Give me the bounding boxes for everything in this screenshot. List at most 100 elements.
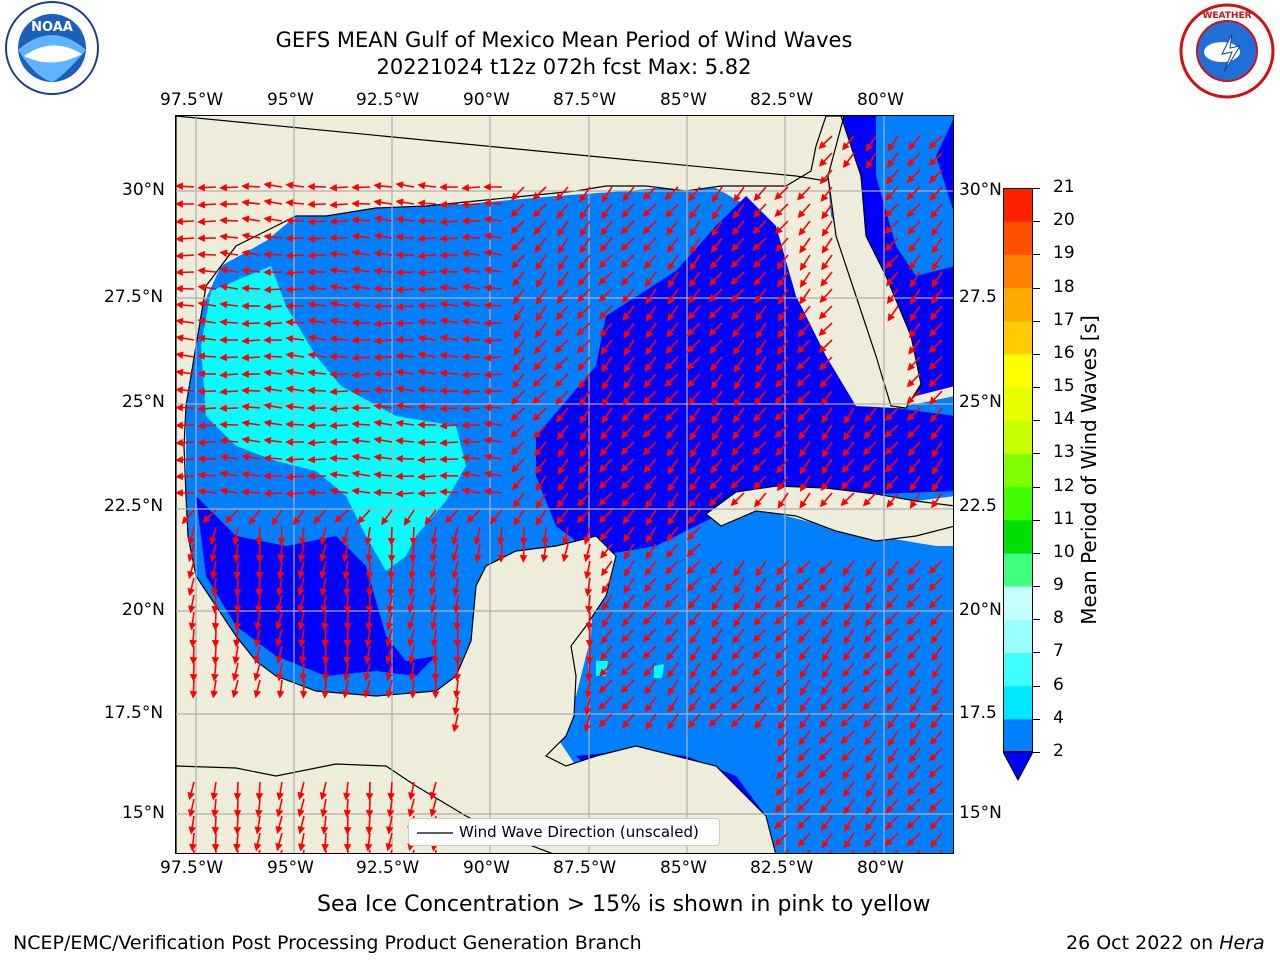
wind-arrow-head (439, 369, 448, 378)
wind-arrow-head (644, 363, 653, 372)
wind-arrow-head (329, 317, 338, 326)
wind-arrow-head (598, 311, 607, 320)
wind-arrow-head (276, 673, 284, 682)
wind-arrow-head (840, 498, 849, 507)
wind-arrow (783, 849, 789, 853)
wind-arrow-head (343, 588, 351, 597)
wind-arrow-head (733, 618, 741, 628)
wind-arrow-head (600, 431, 609, 440)
wind-arrow-head (842, 788, 851, 798)
wind-arrow-head (732, 210, 741, 220)
wind-arrow-head (711, 602, 719, 611)
wind-arrow-head (343, 844, 352, 852)
wind-arrow-head (556, 295, 565, 304)
wind-arrow-head (202, 515, 211, 524)
wind-arrow-head (439, 455, 447, 464)
wind-arrow-head (599, 532, 608, 541)
wind-arrow-head (534, 465, 543, 475)
wind-arrow-head (732, 346, 741, 356)
wind-arrow-head (197, 438, 205, 447)
wind-arrow-head (928, 158, 937, 166)
wind-arrow-head (796, 770, 805, 779)
colorbar-tick-mark (1033, 486, 1040, 488)
wind-arrow-head (557, 227, 565, 237)
wind-arrow-head (667, 500, 676, 509)
wind-arrow-head (511, 260, 520, 269)
wind-arrow-head (329, 487, 338, 495)
wind-arrow-head (241, 403, 250, 411)
wind-arrow-head (752, 464, 761, 473)
colorbar-tick-label: 15 (1053, 376, 1075, 397)
wind-arrow-head (906, 838, 915, 847)
map-panel (175, 115, 954, 854)
wind-arrow-head (885, 600, 894, 610)
wind-arrow-head (439, 183, 447, 191)
wind-arrow-head (885, 685, 894, 694)
wind-arrow-head (620, 668, 629, 676)
wind-arrow-head (554, 328, 563, 337)
wind-arrow-head (439, 404, 447, 413)
wind-arrow-head (775, 379, 783, 388)
wind-arrow-head (931, 499, 939, 509)
wind-arrow-head (620, 430, 629, 439)
wind-arrow-head (263, 369, 272, 377)
wind-arrow-head (276, 571, 285, 580)
wind-arrow-head (711, 432, 720, 441)
wind-arrow-head (275, 656, 284, 665)
wind-arrow-head (884, 447, 893, 456)
wind-arrow-head (645, 499, 653, 509)
wind-arrow-head (439, 217, 448, 226)
wind-arrow-head (385, 638, 393, 648)
wind-arrow-head (519, 538, 528, 546)
wind-arrow-head (644, 567, 653, 576)
wind-arrow-head (329, 335, 338, 343)
wind-arrow-head (417, 234, 425, 243)
wind-arrow-head (598, 277, 607, 285)
colorbar-segment (1003, 453, 1033, 488)
wind-arrow-head (645, 330, 654, 339)
wind-arrow-head (777, 500, 785, 509)
wind-arrow-head (351, 470, 360, 478)
wind-arrow-head (931, 449, 939, 458)
land-cuba (705, 485, 953, 542)
colorbar-tick-label: 19 (1053, 243, 1075, 264)
wind-arrow-head (461, 200, 469, 209)
wind-arrow-head (241, 249, 250, 257)
wind-arrow-head (598, 719, 607, 728)
wind-arrow-head (187, 791, 195, 801)
wind-arrow-head (818, 141, 827, 150)
wind-arrow-head (439, 251, 447, 259)
wind-arrow-head (623, 551, 632, 560)
wind-arrow-head (907, 566, 916, 576)
wind-arrow-head (686, 345, 695, 353)
wind-arrow-head (909, 704, 918, 713)
wind-arrow-head (189, 657, 198, 665)
colorbar-tick-mark (1033, 188, 1040, 189)
wind-arrow-head (753, 192, 762, 202)
wind-arrow-head (241, 267, 250, 275)
wind-arrow-head (285, 302, 293, 310)
wind-arrow-head (424, 516, 433, 525)
wind-arrow-head (555, 192, 564, 202)
colorbar-segment (1003, 188, 1033, 222)
wind-arrow-head (557, 483, 565, 492)
wind-arrow-head (643, 668, 652, 677)
wind-arrow-head (386, 605, 394, 614)
wind-arrow-head (755, 364, 763, 373)
wind-arrow-head (598, 515, 607, 524)
wind-arrow-head (351, 404, 359, 412)
wind-arrow-head (395, 251, 403, 259)
wind-arrow-head (667, 279, 676, 288)
wind-arrow-head (513, 517, 521, 526)
wind-arrow-head (197, 421, 206, 430)
colorbar-segment (1003, 420, 1033, 454)
colorbar-tick-label: 18 (1053, 276, 1075, 297)
wind-arrow-head (601, 585, 610, 594)
colorbar-tick-mark (1033, 254, 1040, 256)
wind-arrow-head (513, 347, 521, 356)
wind-arrow-head (430, 537, 438, 546)
wind-arrow-head (232, 554, 241, 563)
wind-arrow-head (417, 181, 426, 190)
wind-arrow-head (620, 685, 629, 694)
wind-arrow-head (906, 583, 915, 592)
